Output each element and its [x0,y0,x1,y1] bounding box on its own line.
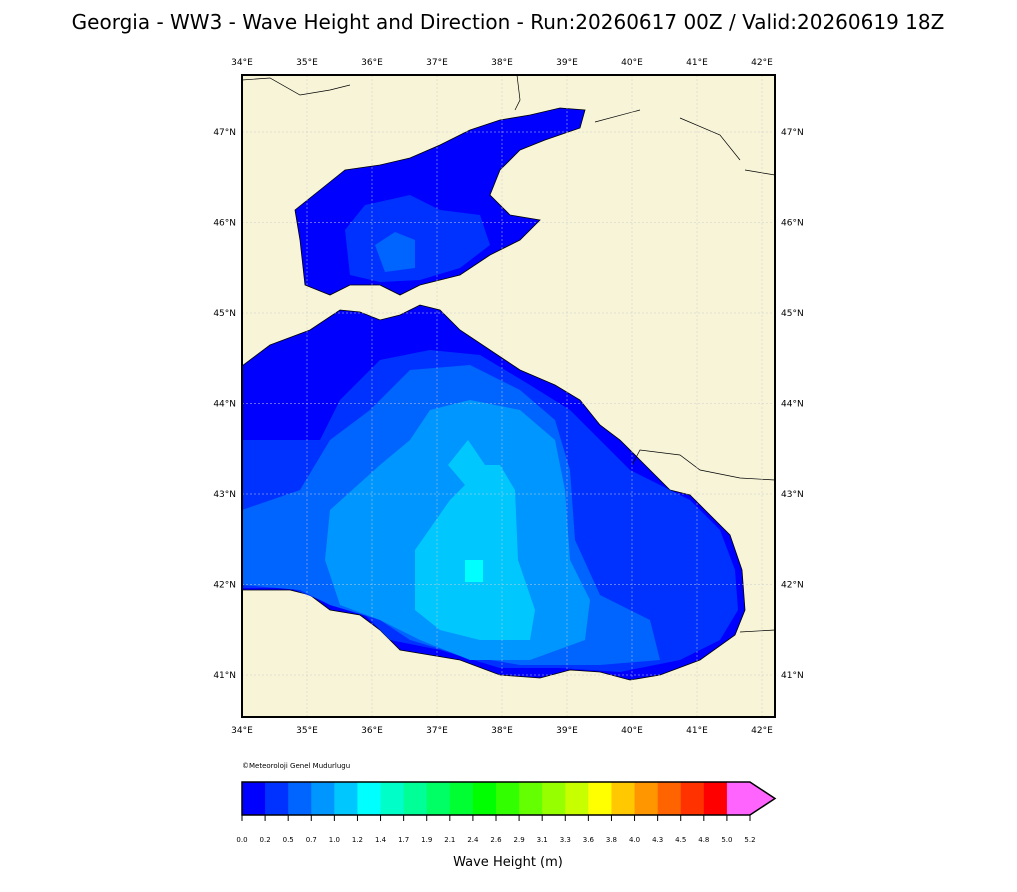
colorbar-swatch [472,782,497,815]
lon-label: 39°E [556,726,578,736]
colorbar-tick-label: 3.8 [606,836,617,844]
colorbar-tick-label: 0.5 [283,836,294,844]
colorbar-outline [241,781,777,816]
lat-label: 46°N [781,219,804,229]
lon-label: 36°E [361,58,383,68]
sea-peak [465,560,483,582]
colorbar-swatch [242,782,266,815]
colorbar-swatch [565,782,589,815]
lon-label: 42°E [751,726,773,736]
colorbar-swatch [519,782,543,815]
lon-label: 35°E [296,58,318,68]
colorbar-label: Wave Height (m) [453,855,563,870]
colorbar-swatch [680,782,705,815]
lat-label: 42°N [213,581,236,591]
colorbar-tick-label: 2.1 [444,836,455,844]
lon-label: 37°E [426,726,448,736]
lat-label: 47°N [781,128,804,138]
colorbar-swatch [611,782,636,815]
lon-label: 38°E [491,726,513,736]
credit: ©Meteoroloji Genel Mudurlugu [242,762,350,770]
lat-label: 45°N [213,309,236,319]
colorbar-tick-label: 0.2 [260,836,271,844]
colorbar-tick-label: 3.6 [583,836,595,844]
colorbar-swatch [449,782,474,815]
lon-label: 39°E [556,58,578,68]
colorbar-tick-label: 3.1 [537,836,548,844]
lat-label: 42°N [781,581,804,591]
colorbar-swatch [634,782,659,815]
lon-label: 37°E [426,58,448,68]
coastline [242,75,775,633]
colorbar-tick-label: 5.0 [721,836,732,844]
colorbar-tick-label: 2.6 [490,836,502,844]
lon-label: 40°E [621,726,643,736]
map [241,74,776,718]
colorbar-tick-label: 0.0 [236,836,247,844]
lat-label: 47°N [213,128,236,138]
title: Georgia - WW3 - Wave Height and Directio… [72,10,945,34]
colorbar-tick-label: 1.7 [398,836,409,844]
colorbar-tick-label: 2.4 [467,836,479,844]
lon-label: 41°E [686,726,708,736]
colorbar-tick-label: 1.0 [329,836,340,844]
colorbar-swatch [380,782,405,815]
lat-label: 43°N [781,490,804,500]
colorbar-tick-label: 0.7 [306,836,317,844]
lon-label: 35°E [296,726,318,736]
colorbar-swatch [657,782,682,815]
colorbar-swatch [265,782,289,815]
colorbar-swatch [334,782,358,815]
lon-label: 38°E [491,58,513,68]
lon-label: 34°E [231,58,253,68]
sea-band [375,232,415,272]
map-frame [241,74,776,718]
colorbar-tick-label: 5.2 [744,836,755,844]
colorbar-swatch [288,782,312,815]
lon-label: 36°E [361,726,383,736]
colorbar-swatch [426,782,451,815]
colorbar-swatch [496,782,520,815]
colorbar-tick-label: 3.3 [560,836,571,844]
lat-label: 43°N [213,490,236,500]
lon-label: 41°E [686,58,708,68]
colorbar: 0.0 0.2 0.5 0.7 1.0 1.2 1.4 1.7 1.9 2.1 2.4 2.6 2.9 3… [236,781,777,844]
colorbar-swatch [357,782,382,815]
colorbar-tick-label: 1.4 [375,836,387,844]
lon-label: 40°E [621,58,643,68]
colorbar-swatch [403,782,428,815]
lat-label: 45°N [781,309,804,319]
sea-band [415,440,535,640]
colorbar-extend [726,782,775,815]
lon-label: 42°E [751,58,773,68]
lon-label: 34°E [231,726,253,736]
colorbar-tick-label: 4.5 [675,836,686,844]
lat-label: 41°N [781,671,804,681]
colorbar-tick-label: 1.2 [352,836,363,844]
colorbar-tick-label: 2.9 [514,836,525,844]
colorbar-tick-label: 4.8 [698,836,709,844]
colorbar-tick-label: 4.3 [652,836,663,844]
lat-label: 41°N [213,671,236,681]
lat-label: 46°N [213,219,236,229]
colorbar-tick-label: 1.9 [421,836,432,844]
colorbar-swatch [542,782,566,815]
colorbar-swatch [311,782,335,815]
lat-label: 44°N [213,400,236,410]
graticule [241,75,775,717]
lat-label: 44°N [781,400,804,410]
colorbar-swatch [588,782,612,815]
colorbar-tick-label: 4.0 [629,836,640,844]
colorbar-swatch [703,782,728,815]
